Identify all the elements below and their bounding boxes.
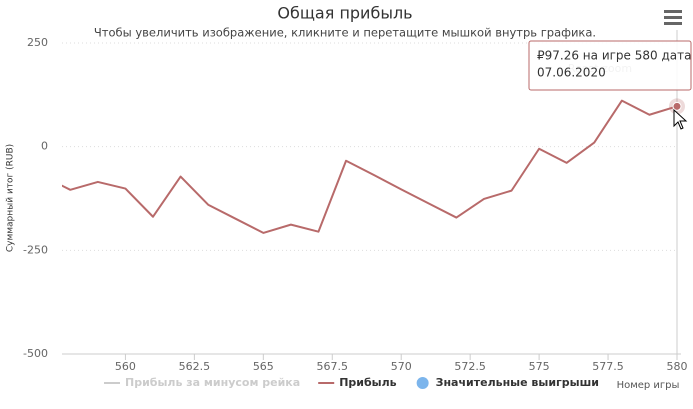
menu-button[interactable] xyxy=(664,10,682,25)
chart-subtitle: Чтобы увеличить изображение, кликните и … xyxy=(94,26,596,40)
y-tick-label: -250 xyxy=(23,243,48,256)
legend-label: Прибыль xyxy=(339,376,396,389)
tooltip-text: ₽97.26 на игре 580 дата xyxy=(537,49,691,63)
menu-bar xyxy=(664,22,682,25)
hover-point xyxy=(672,101,682,111)
legend-label: Значительные выигрыши xyxy=(436,376,599,389)
x-tick-label: 565 xyxy=(253,360,274,373)
x-tick-label: 575 xyxy=(529,360,550,373)
legend-label: Прибыль за минусом рейка xyxy=(125,376,300,389)
y-tick-label: -500 xyxy=(23,347,48,360)
legend-symbol xyxy=(416,377,429,389)
x-tick-label: 567.5 xyxy=(317,360,349,373)
x-tick-label: 562.5 xyxy=(179,360,211,373)
x-tick-label: 577.5 xyxy=(592,360,624,373)
cursor xyxy=(673,108,688,130)
y-tick-label: 250 xyxy=(27,36,48,49)
legend-item[interactable]: Значительные выигрыши xyxy=(416,376,599,389)
chart-title: Общая прибыль xyxy=(277,4,412,23)
tooltip-box xyxy=(528,40,692,91)
y-tick-label: 0 xyxy=(41,140,48,153)
series-line xyxy=(62,99,678,234)
tooltip-text: 07.06.2020 xyxy=(537,66,606,80)
x-tick-label: 572.5 xyxy=(454,360,486,373)
menu-bar xyxy=(664,16,682,19)
x-axis-label: Номер игры xyxy=(617,380,680,391)
legend-item[interactable]: Прибыль xyxy=(318,376,397,389)
y-axis-label: Суммарный итог (RUB) xyxy=(6,144,16,252)
menu-bar xyxy=(664,10,682,13)
x-tick-label: 570 xyxy=(391,360,412,373)
legend-item[interactable]: Прибыль за минусом рейка xyxy=(104,376,300,389)
x-tick-label: 580 xyxy=(667,360,688,373)
x-tick-label: 560 xyxy=(115,360,136,373)
